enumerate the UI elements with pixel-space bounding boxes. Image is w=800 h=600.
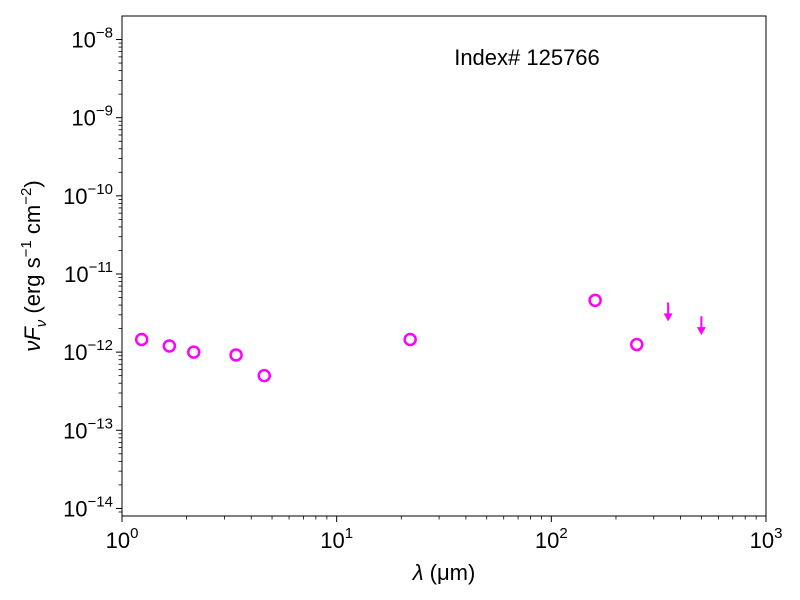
x-tick-label: 102	[535, 525, 568, 553]
tick-labels: 100 101 102 103 10−14 10−13 10−12 10−11 10−10 10−…	[63, 25, 782, 553]
data-point	[187, 345, 201, 359]
y-tick-label: 10−12	[63, 337, 113, 365]
annotation-label: Index# 125766	[454, 45, 600, 70]
y-tick-label: 10−8	[71, 25, 113, 53]
y-tick-label: 10−14	[63, 493, 113, 521]
data-point	[403, 332, 417, 347]
data-point	[229, 348, 243, 362]
x-tick-label: 101	[320, 525, 353, 553]
data-point	[257, 368, 272, 383]
upper-limit-head	[663, 313, 673, 322]
y-axis-label: νFν (erg s−1 cm−2)	[18, 180, 50, 351]
y-tick-label: 10−13	[63, 415, 113, 443]
major-ticks	[116, 39, 767, 522]
data-point	[588, 293, 602, 308]
x-tick-label: 103	[750, 525, 783, 553]
data-point	[162, 339, 177, 353]
upper-limit-head	[696, 327, 706, 336]
y-tick-label: 10−10	[63, 181, 113, 209]
data-point	[134, 332, 149, 347]
minor-ticks	[118, 42, 757, 520]
x-tick-label: 100	[106, 525, 139, 553]
data-point	[630, 337, 644, 352]
y-tick-label: 10−9	[71, 103, 113, 131]
y-tick-label: 10−11	[64, 259, 113, 287]
plot-area	[121, 15, 767, 517]
upper-limit-arrow	[663, 302, 673, 322]
upper-limit-arrow	[696, 316, 706, 336]
data-marks	[134, 293, 706, 383]
x-axis-label: λ (μm)	[412, 560, 476, 585]
